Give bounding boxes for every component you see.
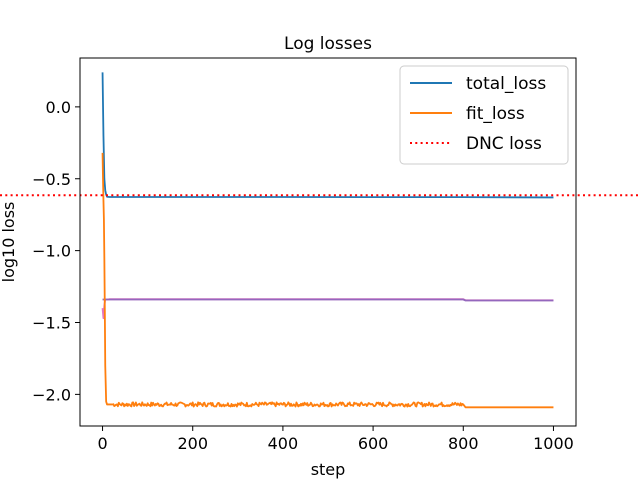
x-axis-label: step xyxy=(311,460,346,479)
y-tick-label: 0.0 xyxy=(46,98,71,117)
y-tick-label: −1.0 xyxy=(32,242,71,261)
x-tick-label: 800 xyxy=(448,434,479,453)
legend-label-dnc-loss: DNC loss xyxy=(466,134,542,154)
plot-area xyxy=(0,72,640,409)
legend-label-fit-loss: fit_loss xyxy=(466,104,525,124)
x-tick-label: 600 xyxy=(358,434,389,453)
x-axis: 0 200 400 600 800 1000 xyxy=(97,426,574,453)
series-3-line xyxy=(102,298,554,302)
fit-loss-line xyxy=(101,152,554,409)
legend-box xyxy=(399,65,569,165)
legend-label-total-loss: total_loss xyxy=(466,74,546,94)
y-axis-label: log10 loss xyxy=(0,202,18,283)
y-tick-label: −2.0 xyxy=(32,385,71,404)
axes-frame xyxy=(79,57,577,427)
x-tick-label: 0 xyxy=(97,434,107,453)
x-tick-label: 200 xyxy=(177,434,208,453)
y-tick-label: −1.5 xyxy=(32,314,71,333)
x-tick-label: 1000 xyxy=(533,434,574,453)
y-tick-label: −0.5 xyxy=(32,170,71,189)
x-tick-label: 400 xyxy=(268,434,299,453)
total-loss-line xyxy=(101,72,554,199)
chart-title: Log losses xyxy=(284,34,372,54)
legend: total_loss fit_loss DNC loss xyxy=(399,65,569,165)
y-axis: 0.0 −0.5 −1.0 −1.5 −2.0 xyxy=(32,98,80,404)
